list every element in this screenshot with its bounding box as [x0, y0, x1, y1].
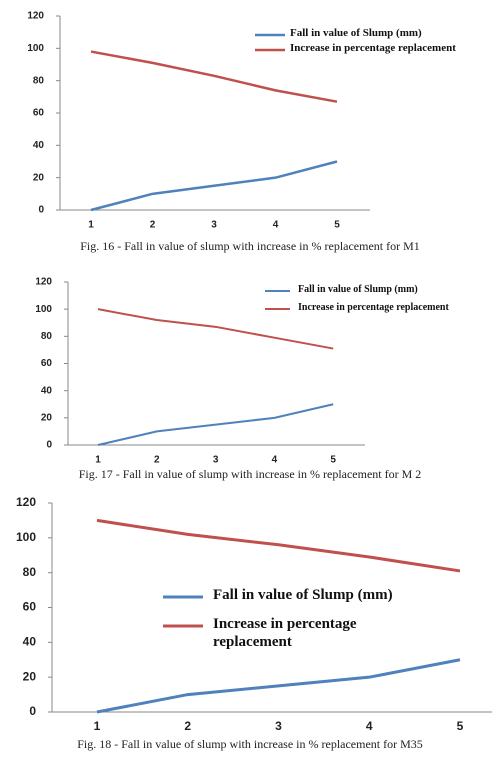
- y-tick-label: 0: [29, 704, 36, 718]
- x-tick-label: 1: [94, 719, 101, 733]
- legend-item: Increase in percentage replacement: [298, 301, 449, 313]
- x-tick-label: 4: [366, 719, 373, 733]
- y-tick-label: 120: [27, 11, 44, 22]
- y-tick-label: 80: [23, 565, 37, 579]
- x-tick-label: 2: [184, 719, 191, 733]
- series-line: [96, 518, 461, 573]
- legend-label: Fall in value of Slump (mm): [213, 586, 393, 603]
- series-line: [90, 160, 338, 212]
- legend-label: Increase in percentage replacement: [298, 301, 449, 313]
- legend-item: Fall in value of Slump (mm): [290, 26, 422, 39]
- y-tick-label: 60: [41, 358, 53, 369]
- y-tick-label: 100: [16, 530, 36, 544]
- y-tick-label: 20: [33, 172, 45, 183]
- y-tick-label: 120: [35, 277, 52, 288]
- y-tick-label: 40: [33, 140, 45, 151]
- y-tick-label: 60: [33, 108, 45, 119]
- y-tick-label: 0: [38, 205, 44, 216]
- legend-item: Increase in percentage replacement: [213, 615, 357, 650]
- legend-item: Fall in value of Slump (mm): [213, 586, 393, 603]
- x-tick-label: 3: [275, 719, 282, 733]
- y-tick-label: 20: [23, 669, 37, 683]
- series-line: [97, 308, 334, 350]
- x-tick-label: 4: [273, 220, 279, 231]
- figure-caption: Fig. 18 - Fall in value of slump with in…: [77, 737, 423, 751]
- y-tick-label: 40: [41, 385, 53, 396]
- legend-label: Fall in value of Slump (mm): [290, 26, 422, 39]
- y-tick-label: 100: [27, 43, 44, 54]
- series-line: [90, 50, 338, 103]
- x-tick-label: 5: [457, 719, 464, 733]
- y-tick-label: 0: [46, 440, 52, 451]
- y-tick-label: 80: [41, 331, 53, 342]
- legend-label: Increase in percentage replacement: [213, 615, 357, 650]
- y-tick-label: 120: [16, 495, 36, 509]
- x-tick-label: 1: [88, 220, 94, 231]
- x-tick-label: 3: [211, 220, 217, 231]
- series-line: [96, 658, 461, 714]
- figure-caption: Fig. 17 - Fall in value of slump with in…: [79, 467, 422, 481]
- x-tick-label: 2: [154, 455, 160, 466]
- x-tick-label: 1: [95, 455, 101, 466]
- legend-label: Increase in percentage replacement: [290, 41, 456, 54]
- legend-label: Fall in value of Slump (mm): [298, 283, 418, 295]
- x-tick-label: 4: [272, 455, 278, 466]
- y-tick-label: 100: [35, 304, 52, 315]
- legend-item: Fall in value of Slump (mm): [298, 283, 418, 295]
- x-tick-label: 2: [150, 220, 156, 231]
- y-tick-label: 60: [23, 600, 37, 614]
- x-tick-label: 3: [213, 455, 219, 466]
- figure-caption: Fig. 16 - Fall in value of slump with in…: [80, 239, 420, 253]
- y-tick-label: 20: [41, 412, 53, 423]
- legend-item: Increase in percentage replacement: [290, 41, 456, 54]
- x-tick-label: 5: [334, 220, 340, 231]
- x-tick-label: 5: [330, 455, 336, 466]
- y-tick-label: 40: [23, 635, 37, 649]
- y-tick-label: 80: [33, 75, 45, 86]
- series-line: [97, 403, 334, 446]
